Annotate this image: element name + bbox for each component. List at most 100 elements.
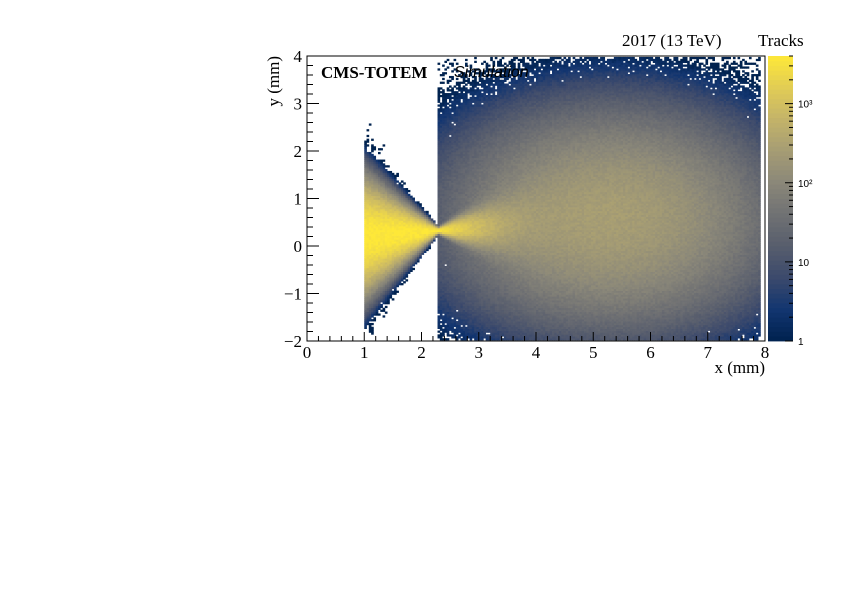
heatmap-cell <box>474 165 477 168</box>
heatmap-cell <box>446 322 450 326</box>
heatmap-cell <box>414 239 418 242</box>
heatmap-cell <box>405 222 409 225</box>
heatmap-cell <box>396 180 399 183</box>
heatmap-cell <box>448 207 452 210</box>
heatmap-cell <box>446 326 450 329</box>
heatmap-cell <box>396 256 399 259</box>
heatmap-cell <box>368 269 372 272</box>
heatmap-cell <box>455 277 459 280</box>
heatmap-cell <box>467 328 470 331</box>
heatmap-cell <box>444 269 448 272</box>
heatmap-cell <box>435 226 438 229</box>
heatmap-cell <box>465 178 468 181</box>
heatmap-cell <box>478 281 482 284</box>
heatmap-cell <box>471 121 475 124</box>
heatmap-cell <box>439 127 443 130</box>
heatmap-cell <box>387 256 390 259</box>
heatmap-cell <box>389 214 393 217</box>
heatmap-cell <box>391 264 395 267</box>
heatmap-cell <box>442 121 445 124</box>
heatmap-cell <box>396 207 399 210</box>
heatmap-cell <box>375 180 379 183</box>
heatmap-cell <box>416 214 420 217</box>
heatmap-cell <box>412 256 415 259</box>
heatmap-cell <box>375 224 379 227</box>
heatmap-cell <box>391 252 395 255</box>
heatmap-cell <box>478 283 482 286</box>
heatmap-cell <box>437 68 441 71</box>
heatmap-cell <box>382 170 386 174</box>
heatmap-cell <box>469 195 473 198</box>
heatmap-cell <box>467 106 470 109</box>
heatmap-cell <box>384 311 388 314</box>
heatmap-cell <box>469 212 473 215</box>
heatmap-cell <box>453 292 457 295</box>
heatmap-cell <box>400 231 404 234</box>
heatmap-cell <box>471 178 475 181</box>
heatmap-cell <box>419 256 422 259</box>
heatmap-cell <box>373 239 377 242</box>
heatmap-cell <box>398 220 402 223</box>
heatmap-cell <box>474 104 477 107</box>
heatmap-cell <box>465 245 468 248</box>
heatmap-cell <box>446 262 450 265</box>
heatmap-cell <box>462 163 466 166</box>
heatmap-cell <box>439 184 443 187</box>
heatmap-cell <box>471 100 475 103</box>
heatmap-cell <box>430 226 434 229</box>
heatmap-cell <box>478 94 482 98</box>
heatmap-cell <box>478 77 482 81</box>
heatmap-cell <box>446 334 450 337</box>
heatmap-cell <box>478 336 482 339</box>
heatmap-cell <box>453 121 457 124</box>
heatmap-cell <box>394 252 397 255</box>
heatmap-cell <box>469 203 473 206</box>
heatmap-cell <box>471 81 475 84</box>
heatmap-cell <box>462 311 466 314</box>
heatmap-cell <box>407 250 411 253</box>
heatmap-cell <box>442 332 445 335</box>
heatmap-cell <box>469 146 473 149</box>
heatmap-cell <box>458 205 461 208</box>
heatmap-cell <box>387 180 390 183</box>
heatmap-cell <box>391 208 395 212</box>
heatmap-cell <box>380 148 383 151</box>
heatmap-cell <box>467 189 470 193</box>
heatmap-cell <box>465 264 468 267</box>
heatmap-cell <box>389 188 393 191</box>
heatmap-cell <box>478 102 482 105</box>
heatmap-cell <box>462 279 466 282</box>
heatmap-cell <box>455 288 459 291</box>
heatmap-cell <box>368 262 372 265</box>
heatmap-cell <box>377 296 381 299</box>
heatmap-cell <box>478 70 482 73</box>
heatmap-cell <box>437 281 441 284</box>
heatmap-cell <box>460 298 464 301</box>
heatmap-cell <box>439 294 443 297</box>
heatmap-cell <box>465 138 468 141</box>
heatmap-cell <box>467 300 470 303</box>
heatmap-cell <box>455 153 459 157</box>
heatmap-cell <box>377 163 381 166</box>
heatmap-cell <box>455 182 459 185</box>
heatmap-cell <box>394 214 397 217</box>
heatmap-cell <box>451 334 454 337</box>
heatmap-cell <box>451 298 454 301</box>
heatmap-cell <box>460 279 464 282</box>
heatmap-cell <box>453 108 457 111</box>
heatmap-cell <box>474 155 477 158</box>
heatmap-cell <box>442 94 445 98</box>
heatmap-cell <box>387 298 390 301</box>
heatmap-cell <box>462 264 466 267</box>
heatmap-cell <box>387 260 390 263</box>
heatmap-cell <box>377 269 381 272</box>
heatmap-cell <box>371 220 374 223</box>
heatmap-cell <box>387 252 390 255</box>
heatmap-cell <box>448 98 452 101</box>
heatmap-cell <box>448 224 452 227</box>
heatmap-cell <box>471 136 475 139</box>
heatmap-cell <box>462 151 466 155</box>
heatmap-cell <box>442 279 445 282</box>
heatmap-cell <box>469 91 473 94</box>
heatmap-cell <box>382 283 386 286</box>
